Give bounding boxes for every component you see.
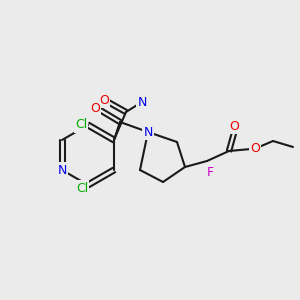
Text: O: O	[250, 142, 260, 154]
Text: N: N	[137, 95, 147, 109]
Text: Cl: Cl	[76, 182, 88, 194]
Text: O: O	[229, 119, 239, 133]
Text: Cl: Cl	[75, 118, 87, 131]
Text: N: N	[57, 164, 67, 176]
Text: N: N	[143, 125, 153, 139]
Text: F: F	[206, 166, 214, 178]
Text: O: O	[99, 94, 109, 106]
Text: O: O	[90, 103, 100, 116]
